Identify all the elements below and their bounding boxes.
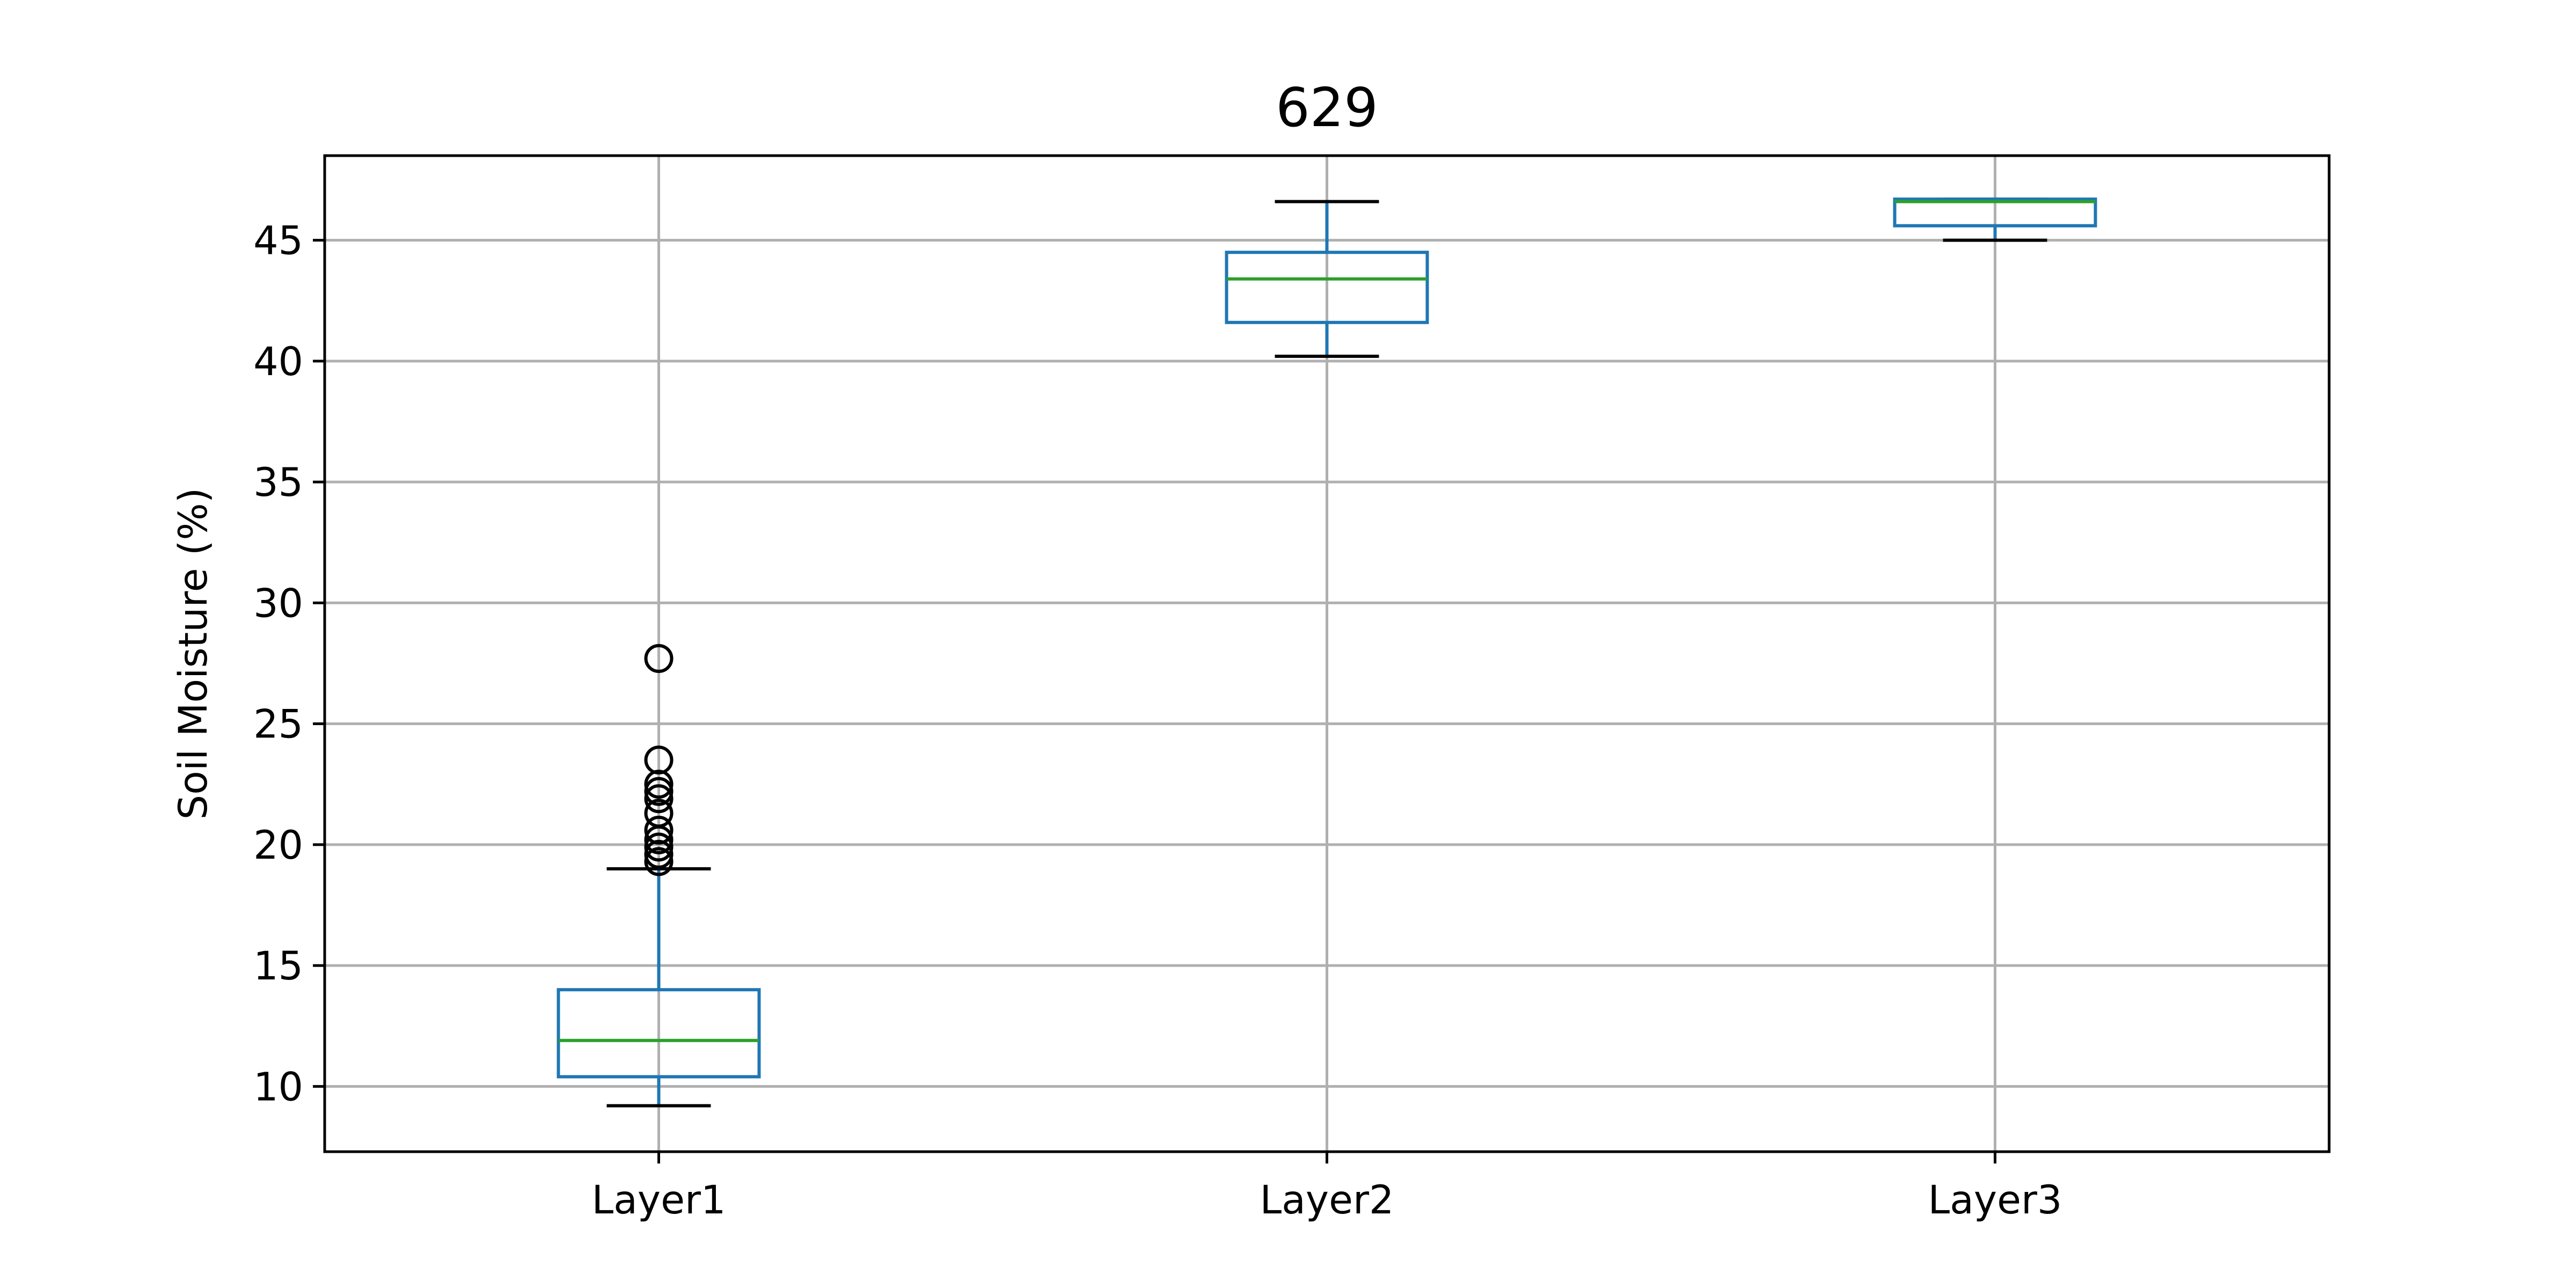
outlier-point	[644, 847, 674, 876]
axis-ticks: 10 15 20 25 30 35 40 45 Layer1 Layer2 Layer3	[253, 218, 2062, 1223]
y-tick-label: 30	[253, 581, 303, 626]
chart-title: 629	[1276, 76, 1378, 139]
iqr-box	[1225, 251, 1429, 324]
outlier-point	[644, 644, 674, 674]
iqr-box	[557, 988, 761, 1079]
box-layer2	[1225, 200, 1429, 358]
outlier-point	[644, 815, 674, 845]
box-layer1	[557, 644, 761, 1108]
outlier-point	[644, 799, 674, 828]
y-tick-label: 25	[253, 702, 303, 748]
y-tick-label: 15	[253, 943, 303, 989]
y-tick-label: 20	[253, 823, 303, 868]
outlier-point	[644, 832, 674, 862]
outlier-point	[644, 745, 674, 775]
y-axis-label: Soil Moisture (%)	[171, 488, 216, 819]
y-tick-label: 40	[253, 339, 303, 385]
outlier-point	[644, 784, 674, 814]
iqr-box	[1893, 197, 2097, 228]
x-tick-label: Layer3	[1928, 1177, 2062, 1223]
box-layer3	[1893, 197, 2097, 242]
y-tick-label: 45	[253, 218, 303, 264]
y-tick-label: 10	[253, 1064, 303, 1110]
x-tick-label: Layer2	[1260, 1177, 1394, 1223]
boxes	[557, 197, 2097, 1108]
outlier-point	[644, 777, 674, 806]
y-tick-label: 35	[253, 460, 303, 506]
x-tick-label: Layer1	[592, 1177, 726, 1223]
